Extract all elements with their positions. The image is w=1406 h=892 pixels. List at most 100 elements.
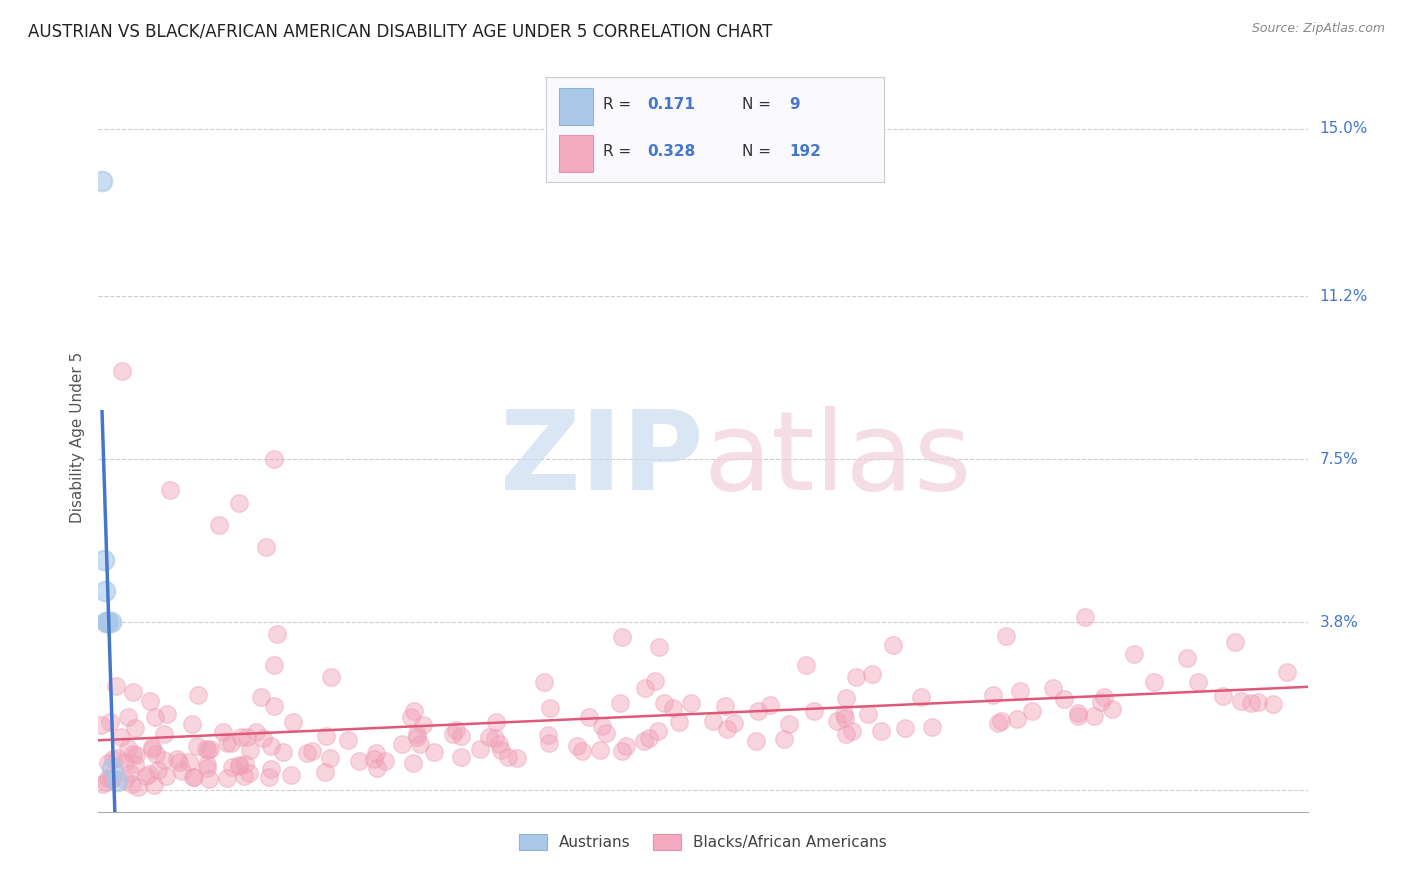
Point [825,714,848,728]
Point [409,737,432,751]
Point [832,706,855,721]
Point [121,777,143,791]
Point [860,666,883,681]
Point [716,722,738,736]
Point [506,751,529,765]
Point [315,729,337,743]
Point [773,732,796,747]
Point [446,723,468,738]
Point [135,769,157,783]
Point [567,739,589,753]
Point [668,715,690,730]
Point [981,688,1004,702]
Point [1101,702,1123,716]
Point [257,770,280,784]
Point [723,715,745,730]
Point [835,727,858,741]
Point [1010,683,1032,698]
Point [114,755,136,769]
Point [595,726,617,740]
Point [803,704,825,718]
Point [450,729,472,743]
Point [238,766,260,780]
Point [533,674,555,689]
Point [538,736,561,750]
Point [233,756,256,771]
Point [314,764,336,779]
Point [195,757,218,772]
Point [141,740,163,755]
Point [644,673,666,688]
Point [281,715,304,730]
Point [681,696,703,710]
Point [634,681,657,695]
Point [402,756,425,770]
Point [124,721,146,735]
Point [105,773,128,788]
Point [250,690,273,704]
Point [1223,635,1246,649]
Point [834,711,856,725]
Text: Source: ZipAtlas.com: Source: ZipAtlas.com [1251,22,1385,36]
Point [882,638,904,652]
Text: 11.2%: 11.2% [1320,288,1368,303]
Point [186,739,208,753]
Point [94,775,117,789]
Point [610,630,633,644]
Point [366,746,388,760]
Point [91,174,114,188]
Point [228,758,250,772]
Point [990,714,1012,728]
Point [845,670,868,684]
Point [124,747,146,762]
Point [197,743,219,757]
Point [301,744,323,758]
Point [319,670,342,684]
Point [1066,706,1088,720]
Point [759,698,782,713]
Point [609,696,631,710]
Point [215,736,238,750]
Text: atlas: atlas [703,406,972,513]
Point [538,700,561,714]
Point [1053,692,1076,706]
Point [405,731,427,745]
Point [97,771,120,785]
Point [101,771,124,785]
Point [212,724,235,739]
Point [233,769,256,783]
Point [319,751,342,765]
Point [894,721,917,735]
Point [468,742,491,756]
Point [637,731,659,745]
Point [145,747,167,761]
Point [835,691,858,706]
Point [198,772,221,786]
Point [488,737,510,751]
Point [404,704,426,718]
Point [443,727,465,741]
Point [856,706,879,721]
Point [101,752,124,766]
Point [110,730,132,744]
Point [995,629,1018,643]
Point [648,640,671,655]
Point [1187,675,1209,690]
Point [745,734,768,748]
Point [450,750,472,764]
Text: 3.8%: 3.8% [1320,615,1358,630]
Point [987,715,1010,730]
Point [910,690,932,704]
Point [702,714,724,728]
Point [1123,647,1146,661]
Point [219,736,242,750]
Point [591,719,613,733]
Point [159,483,181,497]
Point [714,699,737,714]
Point [422,745,444,759]
Point [1067,709,1090,723]
Point [614,739,637,753]
Point [217,771,239,785]
Point [794,658,817,673]
Point [391,737,413,751]
